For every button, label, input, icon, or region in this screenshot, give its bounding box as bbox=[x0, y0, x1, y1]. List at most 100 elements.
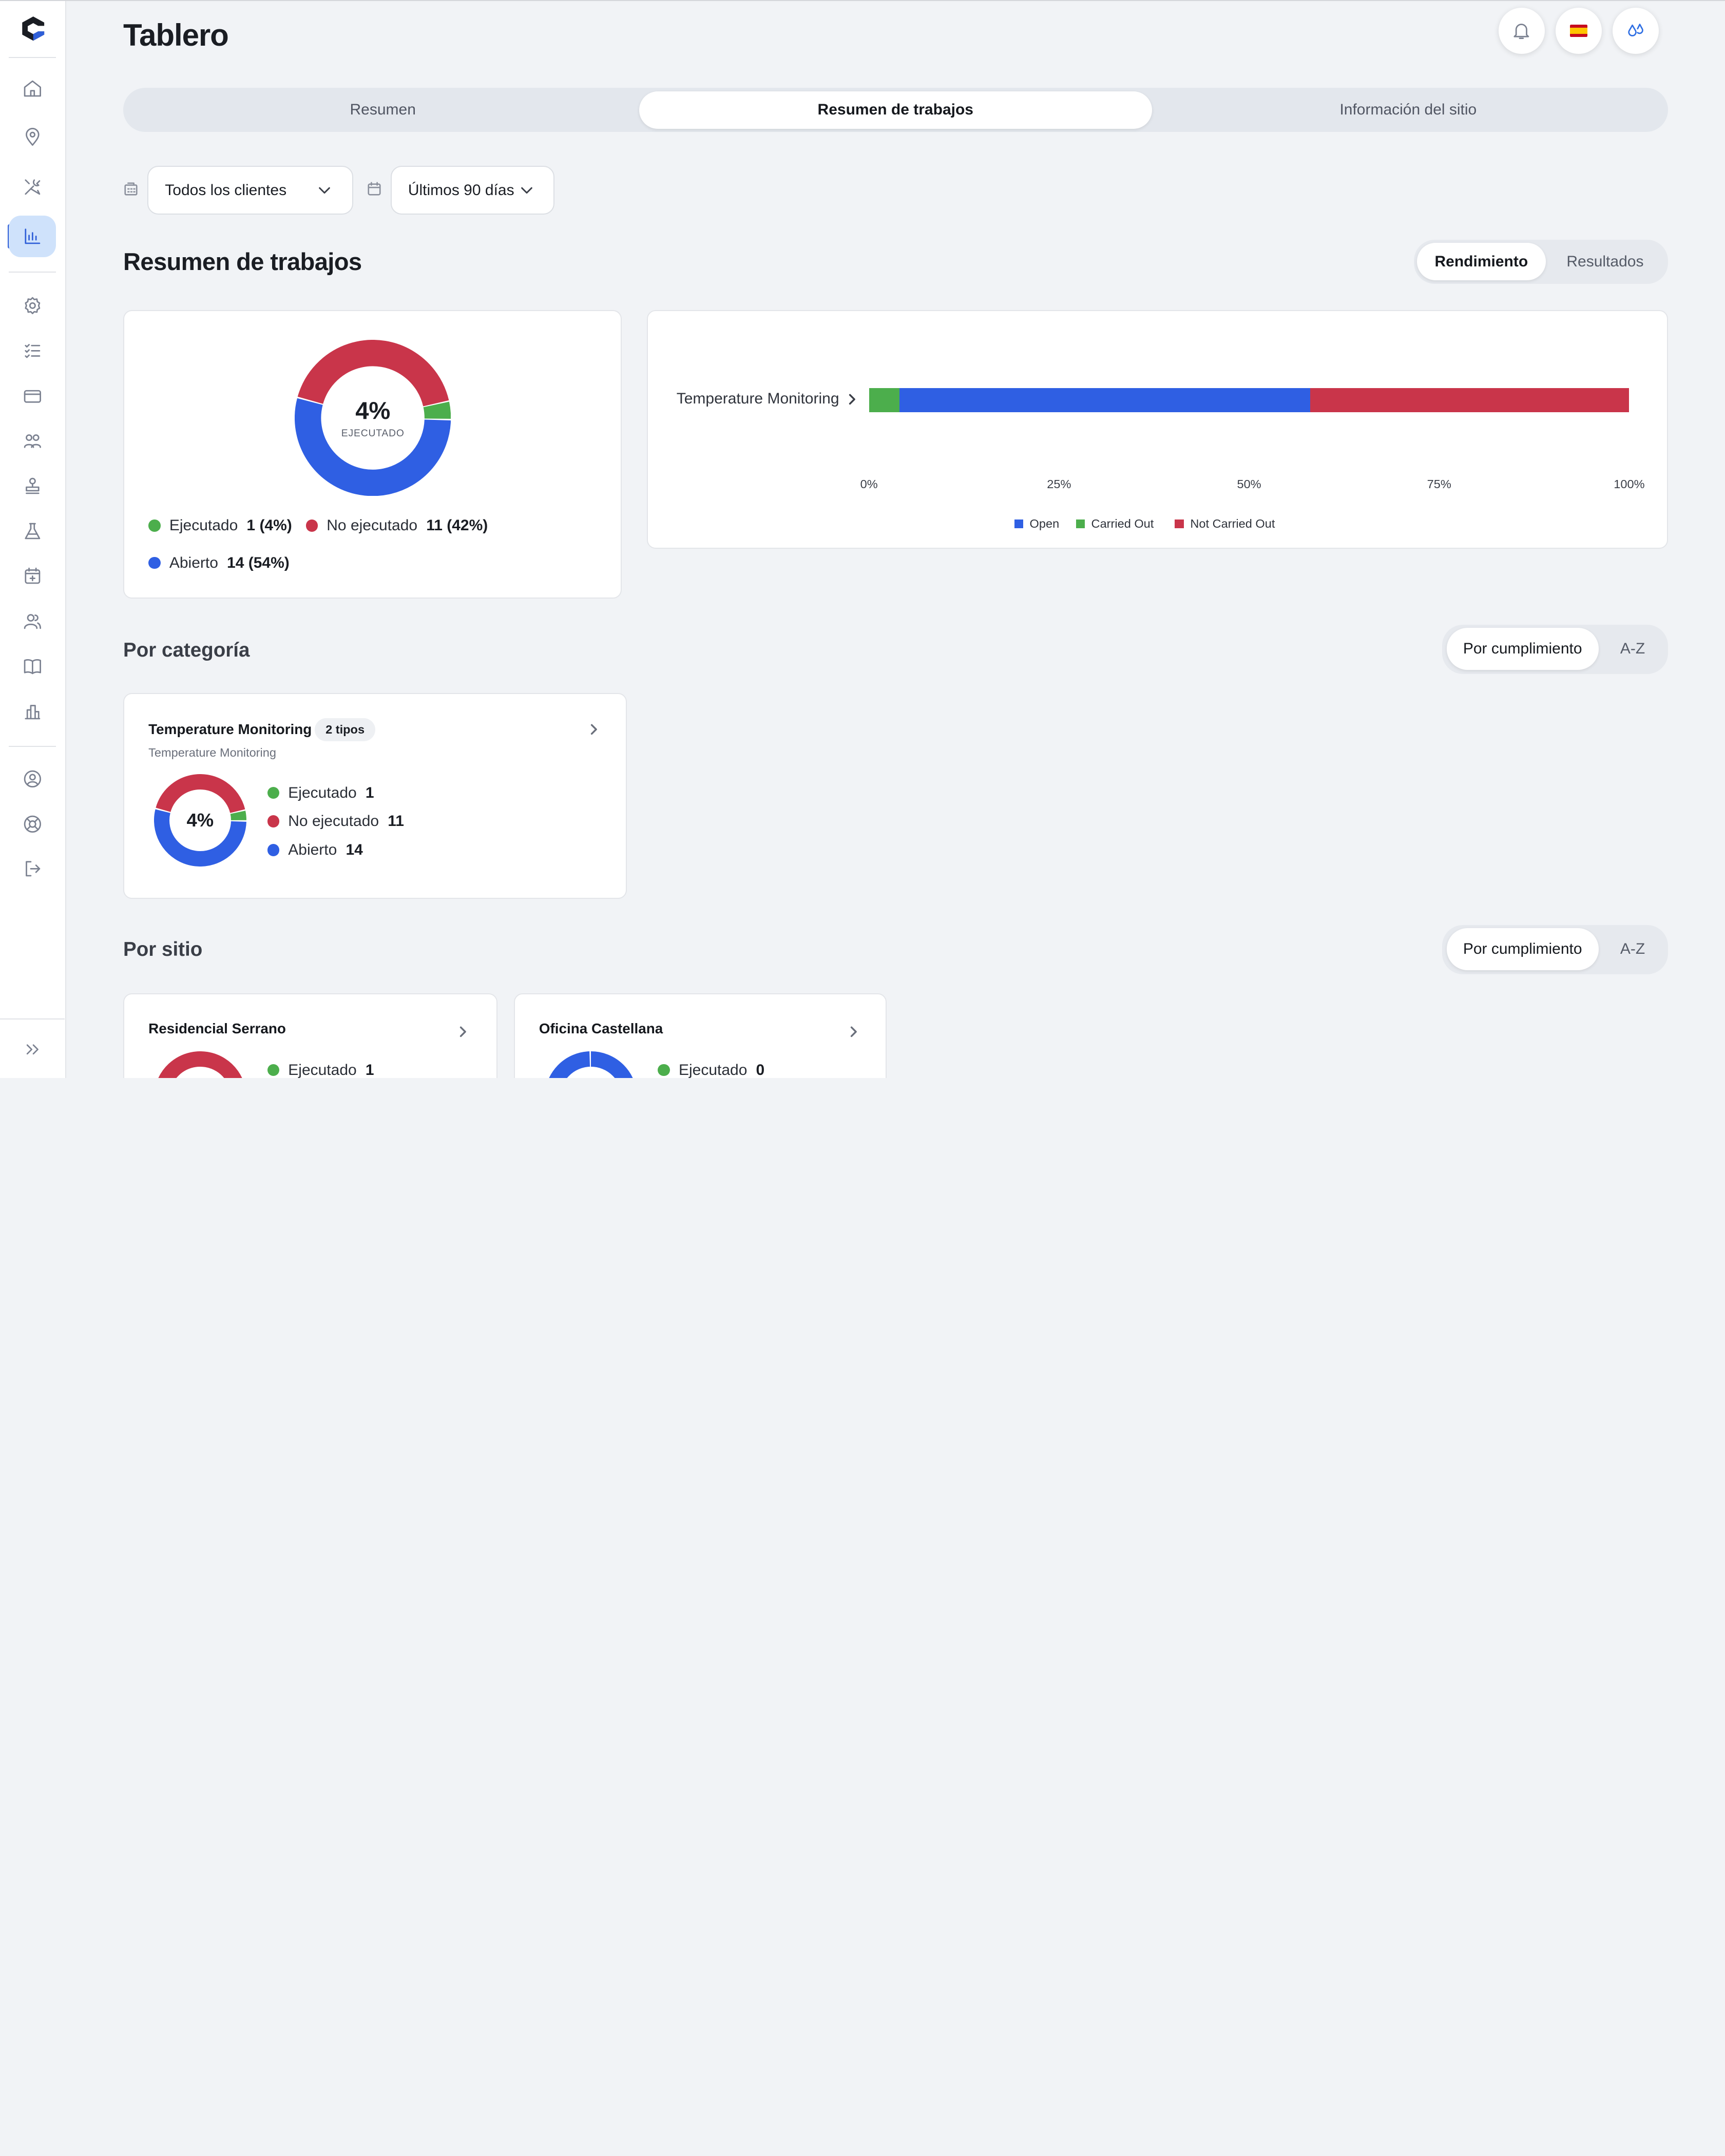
legend-dot bbox=[267, 786, 280, 799]
sort-a-z[interactable]: A-Z bbox=[1620, 940, 1645, 958]
spain-flag-icon bbox=[1569, 25, 1588, 37]
donut-segment-0 bbox=[295, 339, 451, 496]
expand-icon[interactable] bbox=[9, 1028, 56, 1070]
legend-swatch bbox=[1076, 519, 1085, 528]
site-donut-chart bbox=[154, 1051, 246, 1078]
stacked-bar bbox=[869, 388, 1630, 413]
logout-icon[interactable] bbox=[9, 848, 56, 890]
donut-caption: EJECUTADO bbox=[341, 428, 405, 439]
types-chip: 2 tipos bbox=[314, 718, 376, 741]
sidebar-divider bbox=[0, 1018, 65, 1020]
legend-value: 1 (4%) bbox=[246, 516, 292, 534]
stamp-icon[interactable] bbox=[9, 465, 56, 507]
page-title: Tablero bbox=[123, 18, 229, 53]
date-range-value: Últimos 90 días bbox=[408, 181, 514, 199]
category-legend-abierto: Abierto 14 bbox=[267, 841, 363, 859]
donut-segment-1 bbox=[154, 774, 246, 867]
bar-legend-not-carried-out: Not Carried Out bbox=[1175, 517, 1275, 531]
category-card-title: Temperature Monitoring bbox=[148, 721, 312, 738]
language-button[interactable] bbox=[1556, 7, 1602, 54]
legend-abierto: Abierto 14 (54%) bbox=[148, 554, 290, 572]
sidebar-divider bbox=[9, 745, 56, 747]
users-icon[interactable] bbox=[9, 601, 56, 642]
flask-icon[interactable] bbox=[9, 510, 56, 552]
x-tick-label: 75% bbox=[1427, 477, 1451, 491]
bar-legend-label: Not Carried Out bbox=[1190, 516, 1275, 530]
donut-center: 4% EJECUTADO bbox=[295, 340, 451, 496]
category-donut-percent: 4% bbox=[186, 810, 214, 831]
legend-dot bbox=[267, 844, 280, 856]
legend-dot bbox=[305, 519, 318, 532]
tab-informacion-sitio[interactable]: Información del sitio bbox=[1339, 101, 1477, 119]
legend-value: 1 bbox=[365, 1061, 374, 1078]
client-select[interactable]: Todos los clientes bbox=[147, 166, 353, 215]
sidebar-divider bbox=[9, 57, 56, 59]
section-title-summary: Resumen de trabajos bbox=[123, 248, 362, 275]
bar-category-label[interactable]: Temperature Monitoring bbox=[677, 390, 859, 408]
legend-dot bbox=[267, 815, 280, 828]
chevron-down-icon bbox=[319, 187, 330, 194]
section-title-site: Por sitio bbox=[123, 938, 203, 960]
sort-por-cumplimiento[interactable]: Por cumplimiento bbox=[1446, 928, 1599, 970]
building-icon[interactable] bbox=[9, 691, 56, 733]
help-icon[interactable] bbox=[9, 803, 56, 844]
chevron-right-icon[interactable] bbox=[847, 1023, 860, 1037]
sidebar-divider bbox=[9, 272, 56, 273]
donut-segment-1 bbox=[295, 339, 451, 496]
toggle-resultados[interactable]: Resultados bbox=[1566, 253, 1644, 270]
site-donut-chart bbox=[544, 1051, 637, 1078]
summary-donut-chart bbox=[295, 339, 451, 496]
site-legend-ejecutado: Ejecutado 1 bbox=[267, 1062, 374, 1078]
legend-value: 14 (54%) bbox=[227, 554, 290, 571]
legend-value: 11 bbox=[388, 813, 404, 830]
category-legend-ejecutado: Ejecutado 1 bbox=[267, 784, 374, 802]
site-card-oficina-castellana[interactable]: Oficina Castellana Ejecutado 0 bbox=[513, 993, 887, 1078]
sort-por-cumplimiento[interactable]: Por cumplimiento bbox=[1446, 628, 1599, 670]
site-sort-toggle: Por cumplimiento A-Z bbox=[1442, 925, 1668, 975]
groups-icon[interactable] bbox=[9, 420, 56, 461]
toggle-rendimiento[interactable]: Rendimiento bbox=[1416, 243, 1546, 281]
legend-label: Ejecutado bbox=[288, 1061, 357, 1078]
analytics-icon[interactable] bbox=[9, 215, 56, 258]
bar-segment-carried-out[interactable] bbox=[869, 388, 899, 413]
chevron-down-icon bbox=[521, 187, 533, 194]
tab-resumen[interactable]: Resumen bbox=[350, 101, 416, 119]
theme-button[interactable] bbox=[1613, 7, 1659, 54]
section-title-category: Por categoría bbox=[123, 639, 250, 661]
logo-icon[interactable] bbox=[20, 15, 46, 42]
account-icon[interactable] bbox=[9, 758, 56, 799]
category-donut-chart bbox=[154, 774, 246, 867]
location-pin-icon[interactable] bbox=[9, 117, 56, 158]
legend-swatch bbox=[1014, 519, 1023, 528]
category-card[interactable]: Temperature Monitoring 2 tipos Temperatu… bbox=[123, 692, 627, 899]
card-icon[interactable] bbox=[9, 375, 56, 417]
site-card-residencial-serrano[interactable]: Residencial Serrano Ejecutado 1 bbox=[123, 993, 497, 1078]
notifications-button[interactable] bbox=[1498, 7, 1545, 54]
home-icon[interactable] bbox=[9, 68, 56, 110]
legend-dot bbox=[148, 519, 161, 532]
checklist-icon[interactable] bbox=[9, 330, 56, 372]
bar-legend-label: Open bbox=[1029, 516, 1060, 530]
tools-icon[interactable] bbox=[9, 166, 56, 207]
tab-resumen-trabajos[interactable]: Resumen de trabajos bbox=[639, 91, 1152, 129]
settings-icon[interactable] bbox=[9, 285, 56, 326]
book-icon[interactable] bbox=[9, 646, 56, 687]
legend-label: Abierto bbox=[288, 841, 337, 858]
client-select-value: Todos los clientes bbox=[165, 181, 287, 199]
x-tick-label: 50% bbox=[1237, 477, 1261, 491]
bar-segment-not-carried-out[interactable] bbox=[1310, 388, 1630, 413]
chevron-right-icon[interactable] bbox=[587, 720, 601, 735]
performance-toggle: Rendimiento Resultados bbox=[1413, 240, 1668, 284]
sort-a-z[interactable]: A-Z bbox=[1620, 640, 1645, 658]
stacked-bar-card: Temperature Monitoring 0% 25% 50% 75% 100% O… bbox=[647, 310, 1668, 549]
legend-ejecutado: Ejecutado 1 (4%) bbox=[148, 517, 292, 534]
chevron-right-icon[interactable] bbox=[456, 1023, 470, 1037]
bar-legend-carried-out: Carried Out bbox=[1076, 517, 1154, 531]
donut-segment-2 bbox=[154, 774, 246, 867]
bar-segment-open[interactable] bbox=[899, 388, 1310, 413]
calendar-plus-icon[interactable] bbox=[9, 555, 56, 597]
legend-value: 0 bbox=[756, 1061, 765, 1078]
main-tabs: Resumen Resumen de trabajos Información … bbox=[123, 88, 1668, 132]
legend-value: 1 bbox=[365, 784, 374, 801]
date-range-select[interactable]: Últimos 90 días bbox=[390, 166, 554, 215]
